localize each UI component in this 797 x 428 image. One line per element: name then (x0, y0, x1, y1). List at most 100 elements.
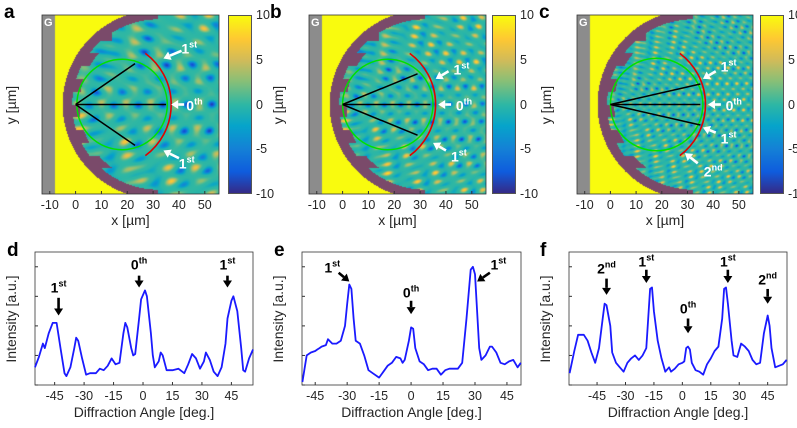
x-tick-label: 20 (654, 198, 669, 212)
x-tick-label: 30 (194, 389, 209, 403)
x-tick-label: -45 (306, 389, 325, 403)
panel-label: b (270, 2, 282, 23)
diffraction-direction-line (342, 73, 418, 106)
diffraction-order-label: 2nd (703, 162, 723, 180)
x-tick-label: 0 (339, 198, 347, 212)
colorbar (228, 15, 252, 194)
x-axis-label: Diffraction Angle [deg.] (73, 404, 215, 420)
white-arrow-icon (435, 70, 450, 80)
g-label: G (579, 17, 588, 29)
x-tick-label: 40 (438, 198, 453, 212)
order-number: 1 (719, 253, 728, 270)
black-arrow-icon (477, 271, 491, 282)
diffraction-order-label: 1st (181, 40, 197, 56)
order-number: 1 (720, 58, 729, 75)
intensity-curve (34, 289, 254, 378)
diffraction-order-label: 0th (402, 283, 420, 301)
colorbar (760, 15, 784, 194)
order-number: 0 (402, 284, 411, 301)
order-suffix: nd (604, 259, 616, 270)
black-arrow-icon (337, 271, 350, 282)
order-number: 0 (679, 300, 688, 317)
order-number: 0 (186, 97, 195, 113)
order-suffix: nd (711, 162, 723, 173)
x-tick-label: 10 (629, 198, 644, 212)
colorbar-tick-label: 5 (520, 52, 527, 67)
x-tick-label: 10 (94, 198, 109, 212)
diffraction-order-label: 0th (679, 300, 696, 317)
axes-box (576, 14, 754, 195)
colorbar-tick-label: 5 (788, 52, 795, 67)
x-tick-label: -10 (40, 198, 59, 212)
white-arrow-icon (438, 100, 452, 109)
diffraction-order-label: 1st (451, 148, 467, 164)
black-arrow-icon (406, 300, 416, 315)
x-tick-label: 15 (165, 389, 180, 403)
x-tick-label: -15 (370, 389, 389, 403)
order-number: 2 (597, 260, 605, 277)
intensity-curve (568, 286, 788, 376)
x-axis-label: x [µm] (645, 212, 685, 228)
diffraction-direction-line (342, 103, 418, 136)
x-tick-label: 15 (436, 389, 450, 403)
order-suffix: nd (766, 270, 778, 281)
x-tick-label: 15 (703, 389, 718, 403)
order-suffix: th (410, 283, 420, 294)
order-suffix: th (463, 96, 473, 106)
order-suffix: st (461, 60, 470, 71)
diffraction-order-label: 1st (490, 256, 507, 273)
x-tick-label: -45 (588, 389, 607, 403)
g-label: G (311, 17, 320, 29)
x-tick-label: 45 (499, 389, 514, 403)
axes-box (308, 14, 487, 195)
y-axis-label: Intensity [a.u.] (537, 274, 553, 363)
order-number: 1 (638, 253, 647, 270)
x-tick-label: 30 (732, 389, 747, 403)
white-arrow-icon (171, 100, 185, 109)
diffraction-order-label: 1st (720, 58, 737, 75)
order-suffix: st (727, 252, 736, 263)
order-suffix: st (186, 154, 195, 165)
colorbar-tick-label: -5 (520, 142, 532, 156)
panel-label: a (4, 2, 15, 23)
order-suffix: th (733, 96, 742, 106)
x-tick-label: 50 (731, 198, 746, 212)
white-arrow-icon (163, 149, 180, 160)
g-label: G (44, 17, 53, 29)
black-arrow-icon (723, 269, 733, 284)
diffraction-direction-line (610, 83, 701, 106)
panel-label: e (274, 240, 285, 261)
x-tick-label: -15 (104, 389, 123, 403)
diffraction-order-label: 1st (220, 256, 236, 272)
order-number: 2 (758, 271, 767, 288)
x-tick-label: 0 (678, 389, 686, 403)
order-suffix: st (646, 252, 655, 263)
x-tick-label: 50 (464, 198, 479, 212)
order-number: 1 (490, 256, 499, 273)
white-arrow-icon (708, 100, 721, 109)
diffraction-order-label: 0th (456, 96, 473, 113)
order-suffix: st (58, 278, 67, 289)
order-number: 1 (324, 259, 333, 276)
x-tick-label: 0 (407, 389, 415, 403)
x-tick-label: 0 (72, 198, 80, 212)
x-axis-label: x [µm] (111, 212, 150, 228)
x-tick-label: 30 (680, 198, 695, 212)
black-arrow-icon (602, 278, 612, 295)
order-number: 1 (453, 61, 462, 78)
x-tick-label: 30 (468, 389, 482, 403)
order-number: 2 (703, 163, 712, 180)
x-tick-label: 0 (606, 198, 614, 212)
x-tick-label: 45 (224, 389, 239, 403)
white-arrow-icon (163, 49, 183, 60)
black-arrow-icon (54, 297, 64, 316)
colorbar-tick-label: -10 (520, 186, 539, 201)
diffraction-order-label: 1st (638, 252, 655, 270)
order-suffix: th (138, 255, 148, 266)
